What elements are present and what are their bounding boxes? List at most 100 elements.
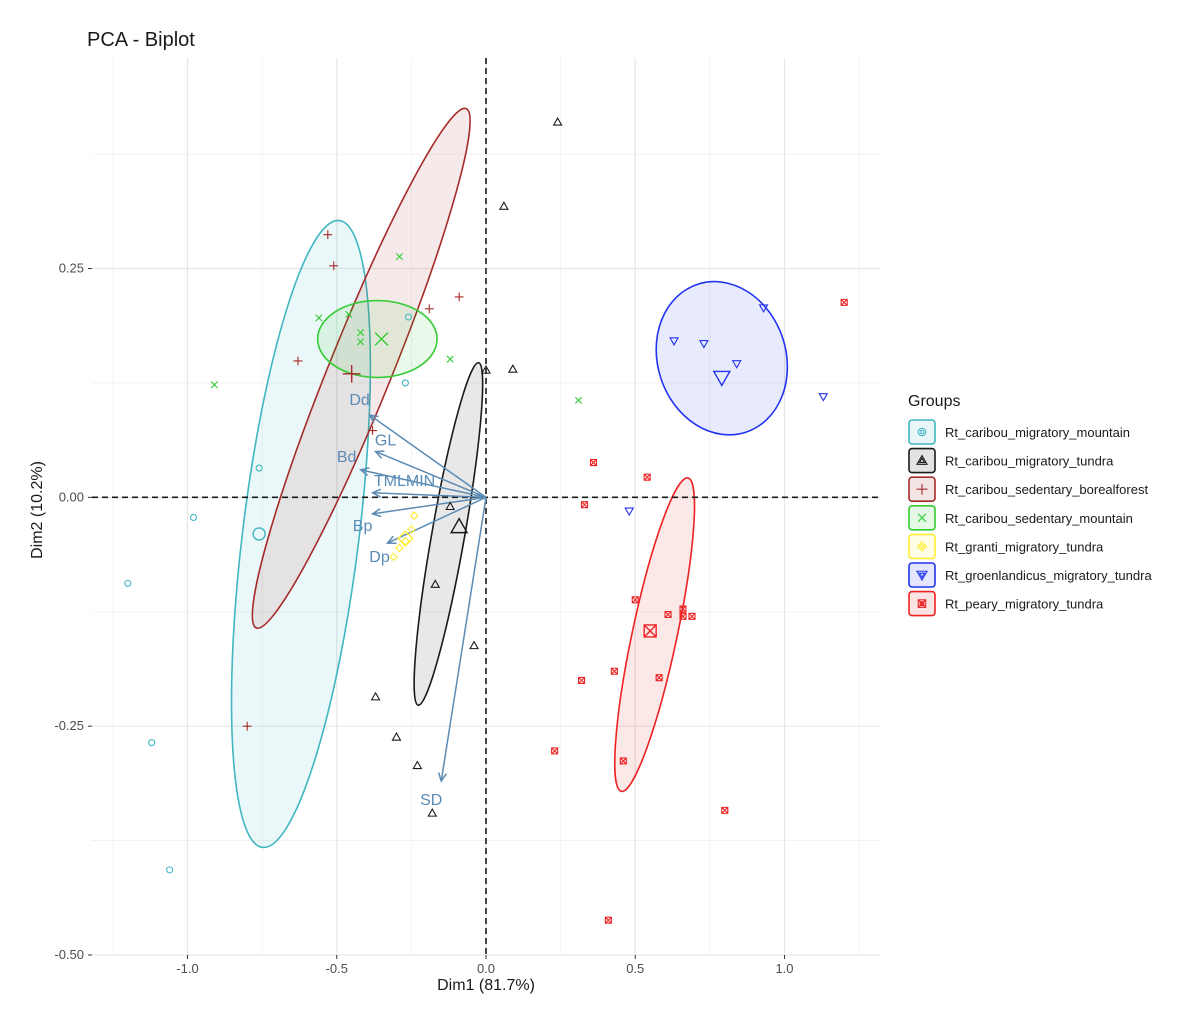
point-Rt_caribou_sedentary_mountain: [574, 396, 583, 404]
legend-label: Rt_caribou_migratory_tundra: [945, 454, 1114, 469]
x-axis-ticks: -1.0 -0.5 0.0 0.5 1.0: [176, 955, 794, 976]
x-tick-label: -1.0: [176, 961, 198, 976]
variable-label-Bd: Bd: [337, 449, 357, 466]
arrow-SD: [440, 497, 487, 782]
point-Rt_groenlandicus_migratory_tundra: [758, 304, 769, 313]
point-Rt_peary_migratory_tundra: [721, 806, 729, 814]
legend-items: Rt_caribou_migratory_mountain Rt_caribou_…: [908, 419, 1152, 617]
legend-key-marker: [916, 541, 928, 552]
arrowhead-Bd: [358, 467, 370, 477]
ellipse-Rt_caribou_sedentary_mountain: [316, 299, 438, 379]
point-Rt_peary_migratory_tundra: [610, 667, 618, 675]
point-Rt_caribou_migratory_tundra: [552, 116, 563, 126]
centroid-Rt_groenlandicus_migratory_tundra: [712, 370, 732, 387]
legend-item: Rt_granti_migratory_tundra: [908, 533, 1104, 560]
point-Rt_groenlandicus_migratory_tundra: [818, 393, 829, 402]
point-Rt_caribou_sedentary_mountain: [395, 253, 404, 261]
point-Rt_caribou_sedentary_borealforest: [242, 721, 252, 731]
legend-key-marker-inner: [918, 572, 926, 579]
legend-key-marker: [916, 483, 928, 495]
point-Rt_groenlandicus_migratory_tundra: [669, 337, 679, 346]
ellipse-Rt_caribou_migratory_tundra: [413, 361, 484, 707]
point-Rt_peary_migratory_tundra: [580, 501, 589, 509]
variable-label-Dp: Dp: [369, 549, 390, 566]
point-Rt_caribou_migratory_tundra: [469, 640, 480, 650]
legend-item: Rt_caribou_migratory_tundra: [908, 447, 1114, 474]
point-Rt_caribou_sedentary_mountain: [210, 381, 218, 389]
legend-key: [908, 562, 936, 588]
point-Rt_peary_migratory_tundra: [840, 298, 848, 306]
point-Rt_caribou_sedentary_mountain: [357, 338, 365, 346]
legend-item: Rt_groenlandicus_migratory_tundra: [908, 562, 1152, 588]
legend-item: Rt_caribou_sedentary_borealforest: [908, 476, 1148, 503]
legend-item: Rt_caribou_migratory_mountain: [908, 419, 1130, 445]
y-tick-label: 0.00: [59, 489, 84, 504]
legend-key: [908, 533, 936, 560]
legend-label: Rt_granti_migratory_tundra: [945, 539, 1104, 554]
point-Rt_peary_migratory_tundra: [688, 612, 696, 620]
arrowhead-SD: [437, 772, 447, 783]
point-Rt_caribou_migratory_mountain: [166, 866, 174, 874]
legend: Groups Rt_caribou_migratory_mountainRt_c…: [908, 393, 1152, 617]
arrowhead-TMLMIN: [370, 488, 382, 498]
chart-title: PCA - Biplot: [87, 29, 195, 51]
point-Rt_peary_migratory_tundra: [643, 473, 651, 481]
centroid-Rt_caribou_sedentary_mountain: [374, 332, 389, 346]
point-Rt_peary_migratory_tundra: [589, 459, 598, 467]
point-Rt_caribou_migratory_tundra: [481, 365, 491, 374]
point-Rt_caribou_migratory_tundra: [507, 364, 518, 373]
legend-label: Rt_peary_migratory_tundra: [945, 597, 1104, 612]
x-tick-label: 1.0: [775, 961, 793, 976]
legend-key-marker: [916, 454, 928, 465]
arrowhead-Dp: [385, 535, 397, 544]
legend-label: Rt_caribou_migratory_mountain: [945, 425, 1130, 440]
point-Rt_caribou_sedentary_borealforest: [424, 304, 434, 314]
group-centroids: [252, 332, 732, 638]
ellipse-Rt_caribou_migratory_mountain: [230, 219, 372, 849]
variable-label-TMLMIN: TMLMIN: [374, 473, 435, 490]
point-Rt_groenlandicus_migratory_tundra: [698, 340, 709, 349]
point-Rt_peary_migratory_tundra: [679, 605, 687, 613]
point-Rt_caribou_migratory_tundra: [430, 579, 441, 588]
variable-labels: Dd GL Bd TMLMIN Bp Dp SD: [337, 392, 442, 809]
point-Rt_caribou_migratory_tundra: [370, 691, 381, 701]
point-Rt_granti_migratory_tundra: [395, 543, 404, 553]
arrowhead-Bp: [370, 508, 382, 518]
point-Rt_caribou_migratory_mountain: [124, 579, 132, 587]
arrow-Dd: [369, 414, 487, 498]
point-Rt_caribou_sedentary_borealforest: [454, 292, 464, 302]
point-Rt_peary_migratory_tundra: [664, 610, 672, 619]
legend-key-marker: [916, 570, 928, 582]
point-Rt_caribou_migratory_mountain: [148, 739, 156, 747]
ellipse-Rt_caribou_sedentary_borealforest: [251, 107, 471, 630]
point-Rt_groenlandicus_migratory_tundra: [624, 507, 635, 517]
legend-label: Rt_caribou_sedentary_mountain: [945, 511, 1133, 526]
point-Rt_granti_migratory_tundra: [407, 525, 416, 534]
point-Rt_granti_migratory_tundra: [389, 552, 398, 562]
point-Rt_caribou_sedentary_borealforest: [323, 230, 333, 240]
x-tick-label: 0.5: [626, 961, 644, 976]
ellipse-Rt_groenlandicus_migratory_tundra: [655, 280, 789, 436]
x-tick-label: 0.0: [477, 961, 495, 976]
point-Rt_caribou_migratory_mountain: [401, 379, 409, 387]
point-Rt_peary_migratory_tundra: [619, 757, 627, 765]
y-tick-label: -0.50: [54, 947, 84, 962]
arrow-GL: [375, 450, 487, 499]
x-axis-title: Dim1 (81.7%): [437, 977, 535, 994]
arrow-Bp: [372, 496, 487, 515]
point-Rt_caribou_sedentary_mountain: [315, 314, 323, 322]
centroid-Rt_peary_migratory_tundra: [643, 624, 657, 638]
point-Rt_groenlandicus_migratory_tundra: [731, 360, 742, 369]
x-tick-label: -0.5: [326, 961, 348, 976]
point-Rt_peary_migratory_tundra: [655, 674, 663, 682]
point-Rt_caribou_sedentary_borealforest: [368, 426, 377, 435]
confidence-ellipses: [230, 107, 789, 849]
variable-label-SD: SD: [420, 792, 442, 809]
legend-item: Rt_caribou_sedentary_mountain: [908, 504, 1133, 531]
legend-key-marker-inner: [919, 543, 925, 550]
arrow-Dp: [387, 496, 487, 544]
arrowhead-GL: [373, 450, 385, 459]
point-Rt_caribou_migratory_tundra: [391, 732, 402, 741]
